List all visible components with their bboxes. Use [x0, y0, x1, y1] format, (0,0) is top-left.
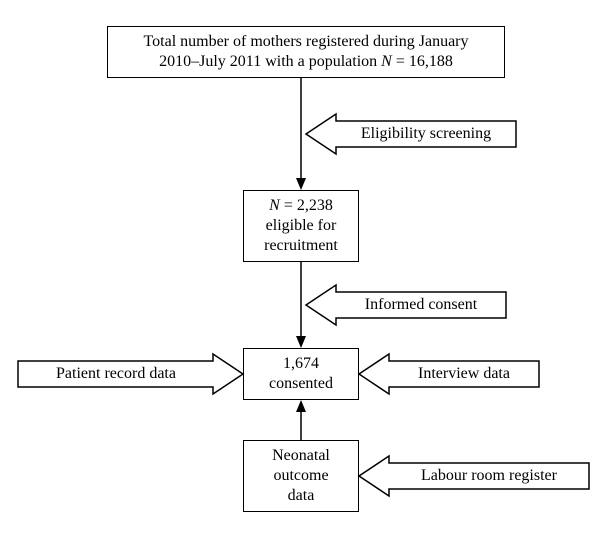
label-interview-data: Interview data — [393, 361, 535, 387]
node-label: Total number of mothers registered durin… — [143, 32, 468, 72]
label-patient-record: Patient record data — [22, 361, 210, 387]
node-total-registered: Total number of mothers registered durin… — [107, 26, 505, 78]
node-consented: 1,674consented — [243, 348, 359, 400]
arrow-text: Patient record data — [56, 364, 176, 383]
flowchart-canvas: Total number of mothers registered durin… — [0, 0, 600, 533]
arrow-down-1 — [296, 78, 306, 190]
node-label: Neonataloutcomedata — [272, 446, 330, 506]
label-labour-room: Labour room register — [393, 463, 585, 489]
arrow-text: Labour room register — [421, 466, 557, 485]
arrow-up-1 — [296, 400, 306, 440]
label-informed-consent: Informed consent — [340, 292, 502, 318]
arrow-text: Informed consent — [365, 295, 477, 314]
node-label: N = 2,238eligible forrecruitment — [264, 196, 338, 256]
arrow-text: Interview data — [418, 364, 510, 383]
arrow-text: Eligibility screening — [361, 124, 491, 143]
node-neonatal: Neonataloutcomedata — [243, 440, 359, 512]
arrow-down-2 — [296, 262, 306, 348]
label-eligibility-screening: Eligibility screening — [340, 121, 512, 147]
node-eligible: N = 2,238eligible forrecruitment — [243, 190, 359, 262]
node-label: 1,674consented — [269, 354, 333, 394]
